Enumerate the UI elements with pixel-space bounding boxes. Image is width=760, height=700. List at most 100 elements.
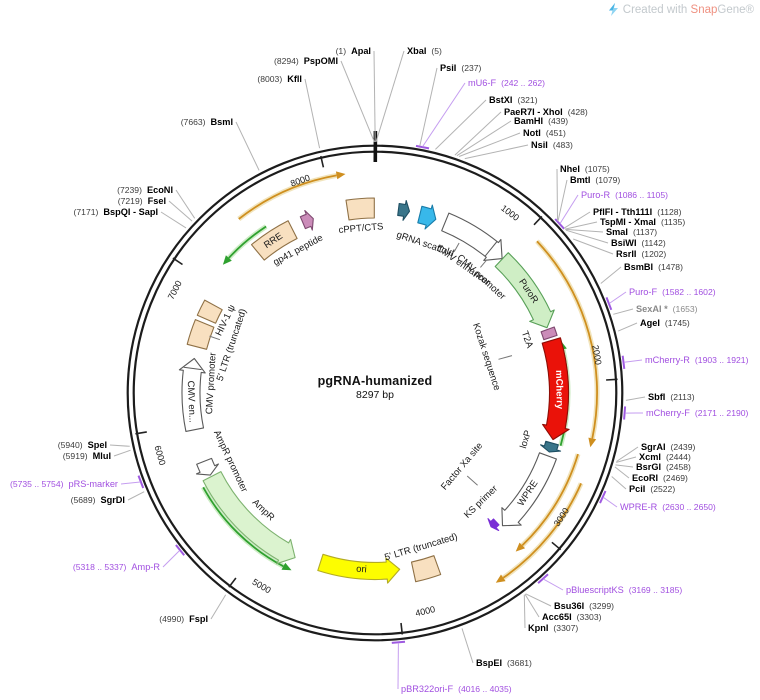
orf-arrowhead-1: [588, 438, 596, 448]
enzyme-label-mu6-f: mU6-F(242 .. 262): [468, 78, 545, 88]
enzyme-label-pbluescriptks: pBluescriptKS(3169 .. 3185): [566, 585, 682, 595]
enzyme-label-nsii: NsiI(483): [531, 140, 573, 150]
enzyme-label-amp-r: (5318 .. 5337)Amp-R: [73, 562, 160, 572]
leader-mu6-f: [423, 83, 465, 147]
enzyme-label-smai: SmaI(1137): [606, 227, 657, 237]
feature-gp41-peptide: [300, 211, 313, 231]
label-tick-2: [499, 356, 513, 360]
enzyme-label-mcherry-f: mCherry-F(2171 .. 2190): [646, 408, 749, 418]
orf-arc-0: [239, 175, 337, 219]
feature-5-ltr-truncated-left: [187, 320, 214, 350]
leader-psii: [420, 68, 437, 146]
leader-bspqi-sapi: [161, 212, 186, 228]
leader-mcherry-r: [624, 360, 642, 362]
enzyme-label-ecori: EcoRI(2469): [632, 473, 688, 483]
feature-t2a: [541, 327, 557, 340]
leader-pbluescriptks: [543, 579, 563, 590]
scale-tick-5000: [229, 578, 236, 587]
map-label-7000: 7000: [166, 279, 184, 301]
map-label-5000: 5000: [250, 577, 272, 596]
enzyme-label-sgrai: SgrAI(2439): [641, 442, 695, 452]
enzyme-label-wpre-r: WPRE-R(2630 .. 2650): [620, 502, 716, 512]
enzyme-label-noti: NotI(451): [523, 128, 566, 138]
map-label-5-ltr-truncated: 5' LTR (truncated): [383, 531, 459, 563]
enzyme-label-bspqi-sapi: (7171)BspQI - SapI: [74, 207, 158, 217]
primer-mark-mcherry-r: [623, 356, 625, 369]
leader-amp-r: [163, 551, 180, 568]
enzyme-label-puro-r: Puro-R(1086 .. 1105): [581, 190, 668, 200]
enzyme-label-fsei: (7219)FseI: [118, 196, 166, 206]
enzyme-label-pbr322ori-f: pBR322ori-F(4016 .. 4035): [401, 684, 512, 694]
feature-grna-scaffold-arrow-2: [418, 205, 436, 229]
leader-bsmbi: [601, 267, 621, 284]
leader-mlui: [114, 450, 131, 456]
map-label-4000: 4000: [414, 604, 436, 618]
scale-tick-7000: [173, 258, 183, 264]
leader-bspei: [462, 628, 473, 663]
enzyme-label-prs-marker: (5735 .. 5754)pRS-marker: [10, 479, 118, 489]
leader-bsrgi: [616, 465, 634, 467]
enzyme-label-agei: AgeI(1745): [640, 318, 690, 328]
map-label-factor-xa-site: Factor Xa site: [439, 441, 485, 493]
plasmid-size: 8297 bp: [318, 389, 433, 401]
feature-cppt-cts: [346, 198, 374, 220]
leader-kfli: [305, 79, 320, 148]
enzyme-label-bspei: BspEI(3681): [476, 658, 532, 668]
leader-sbfi: [626, 397, 645, 400]
leader-econi: [176, 190, 195, 218]
plasmid-title: pgRNA-humanized 8297 bp: [318, 374, 433, 401]
feature-ampr-promoter: [197, 458, 219, 475]
enzyme-label-mlui: (5919)MluI: [63, 451, 111, 461]
map-label-t2a: T2A: [519, 330, 535, 351]
enzyme-label-sbfi: SbfI(2113): [648, 392, 695, 402]
leader-spei: [110, 445, 130, 446]
enzyme-label-psii: PsiI(237): [440, 63, 482, 73]
scale-tick-1000: [534, 216, 542, 224]
primer-mark-mcherry-f: [624, 406, 625, 419]
watermark-text: Created with SnapGene®: [623, 4, 754, 16]
label-tick-4: [210, 336, 220, 340]
leader-pcii: [612, 477, 626, 490]
enzyme-label-pspomi: (8294)PspOMI: [274, 56, 338, 66]
leader-kpni: [524, 595, 525, 628]
map-label-loxp: loxP: [518, 429, 534, 450]
snapgene-watermark: Created with SnapGene®: [608, 3, 754, 16]
enzyme-label-sgrdi: (5689)SgrDI: [71, 495, 125, 505]
enzyme-label-bmti: BmtI(1079): [570, 175, 620, 185]
leader-nsii: [465, 145, 528, 159]
scale-tick-2000: [606, 379, 618, 380]
enzyme-label-mcherry-r: mCherry-R(1903 .. 1921): [645, 355, 749, 365]
leader-fsei: [169, 201, 192, 221]
map-label-2000: 2000: [590, 344, 603, 365]
enzyme-label-xbai: XbaI(5): [407, 46, 442, 56]
leader-prs-marker: [121, 482, 140, 484]
enzyme-label-kpni: KpnI(3307): [528, 623, 578, 633]
enzyme-label-xcmi: XcmI(2444): [639, 452, 691, 462]
map-label-6000: 6000: [152, 444, 167, 466]
leader-apai: [374, 51, 375, 142]
enzyme-label-nhei: NheI(1075): [560, 164, 610, 174]
orf-arrowhead-0: [336, 171, 346, 179]
leader-ecori: [615, 467, 629, 478]
feature-ks-primer: [488, 519, 499, 531]
enzyme-label-bsu36i: Bsu36I(3299): [554, 601, 614, 611]
map-label-cmv-promoter: CMV promoter: [204, 352, 219, 414]
enzyme-label-bstxi: BstXI(321): [489, 95, 538, 105]
leader-tspmi-xmai: [565, 222, 597, 229]
enzyme-label-bsrgi: BsrGI(2458): [636, 462, 691, 472]
map-label-cmv-promoter: CMV promoter: [455, 252, 508, 302]
feature-hiv-1-psi: [197, 300, 222, 323]
enzyme-label-acc65i: Acc65I(3303): [542, 612, 602, 622]
leader-nhei: [557, 169, 558, 221]
leader-xbai: [376, 51, 404, 142]
snapgene-logo-icon: [608, 3, 619, 16]
enzyme-label-spei: (5940)SpeI: [58, 440, 107, 450]
scale-tick-3000: [552, 542, 561, 549]
map-label-kozak-sequence: Kozak sequence: [470, 322, 502, 392]
enzyme-label-pflfi-tth111i: PflFI - Tth111I(1128): [593, 207, 682, 217]
leader-bsmi: [236, 122, 259, 170]
map-label-cmv-en: CMV en...: [185, 380, 198, 423]
watermark-prefix: Created with: [623, 4, 691, 16]
map-label-ori: ori: [356, 564, 367, 576]
